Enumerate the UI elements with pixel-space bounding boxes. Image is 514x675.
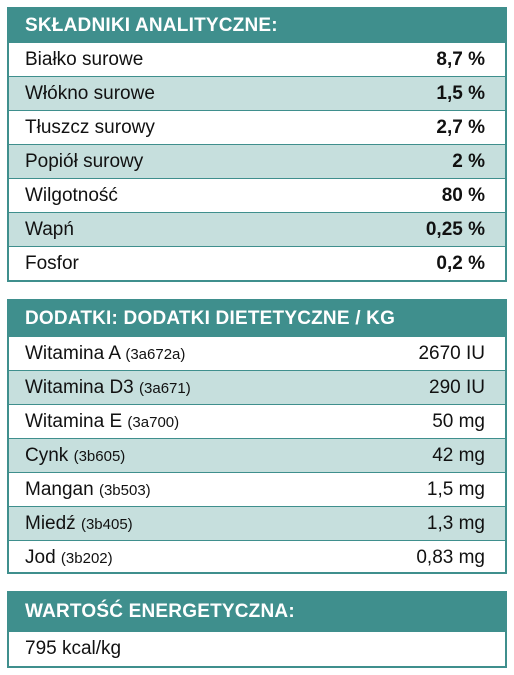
- row-code: (3b202): [60, 549, 113, 567]
- additives-table: DODATKI: DODATKI DIETETYCZNE / KG Witami…: [7, 299, 507, 574]
- row-label: Wilgotność: [25, 184, 118, 206]
- row-label: Cynk (3b605): [25, 445, 125, 467]
- row-value: 1,5 %: [436, 82, 485, 104]
- row-name: Witamina E: [25, 410, 123, 432]
- table-row: Witamina D3 (3a671) 290 IU: [9, 370, 505, 404]
- energy-value-table: WARTOŚĆ ENERGETYCZNA: 795 kcal/kg: [7, 591, 507, 668]
- row-code: (3a672a): [125, 345, 186, 363]
- row-label: Popiół surowy: [25, 150, 144, 172]
- row-name: Cynk: [25, 444, 69, 466]
- table-row: Mangan (3b503) 1,5 mg: [9, 472, 505, 506]
- row-label: Miedź (3b405): [25, 513, 133, 535]
- row-value: 1,5 mg: [426, 478, 485, 500]
- row-code: (3a700): [127, 413, 180, 431]
- row-label: Białko surowe: [25, 48, 144, 70]
- table-row: Tłuszcz surowy 2,7 %: [9, 110, 505, 144]
- row-label: Tłuszcz surowy: [25, 116, 155, 138]
- table-row: Fosfor 0,2 %: [9, 246, 505, 280]
- row-code: (3b605): [73, 447, 126, 465]
- row-label: Włókno surowe: [25, 82, 155, 104]
- row-value: 50 mg: [432, 410, 485, 432]
- table-row: Jod (3b202) 0,83 mg: [9, 540, 505, 574]
- table-row: Białko surowe 8,7 %: [9, 42, 505, 76]
- row-label: Witamina E (3a700): [25, 411, 179, 433]
- energy-value-header: WARTOŚĆ ENERGETYCZNA:: [9, 593, 505, 631]
- row-label: Jod (3b202): [25, 547, 113, 569]
- row-value: 290 IU: [429, 376, 485, 398]
- table-row: Popiół surowy 2 %: [9, 144, 505, 178]
- row-label: Mangan (3b503): [25, 479, 151, 501]
- row-name: Witamina D3: [25, 376, 134, 398]
- row-code: (3b405): [80, 515, 133, 533]
- analytical-components-table: SKŁADNIKI ANALITYCZNE: Białko surowe 8,7…: [7, 7, 507, 282]
- row-label: Witamina A (3a672a): [25, 343, 185, 365]
- row-name: Witamina A: [25, 342, 121, 364]
- table-row: Cynk (3b605) 42 mg: [9, 438, 505, 472]
- row-label: Fosfor: [25, 252, 79, 274]
- row-label: Wapń: [25, 218, 74, 240]
- row-label: Witamina D3 (3a671): [25, 377, 191, 399]
- row-value: 2670 IU: [418, 342, 485, 364]
- row-code: (3a671): [139, 379, 191, 397]
- table-row: Witamina E (3a700) 50 mg: [9, 404, 505, 438]
- row-value: 0,2 %: [436, 252, 485, 274]
- row-value: 0,25 %: [425, 218, 485, 240]
- row-value: 2,7 %: [436, 116, 485, 138]
- table-row: Miedź (3b405) 1,3 mg: [9, 506, 505, 540]
- row-code: (3b503): [98, 481, 151, 499]
- table-row: Wapń 0,25 %: [9, 212, 505, 246]
- energy-value-row: 795 kcal/kg: [9, 631, 505, 666]
- row-name: Miedź: [25, 512, 76, 534]
- row-value: 8,7 %: [436, 48, 485, 70]
- analytical-components-header: SKŁADNIKI ANALITYCZNE:: [9, 9, 505, 42]
- additives-header: DODATKI: DODATKI DIETETYCZNE / KG: [9, 301, 505, 336]
- row-name: Mangan: [25, 478, 94, 500]
- row-value: 80 %: [441, 184, 485, 206]
- row-value: 1,3 mg: [426, 512, 485, 534]
- row-name: Jod: [25, 546, 56, 568]
- table-row: Wilgotność 80 %: [9, 178, 505, 212]
- table-row: Witamina A (3a672a) 2670 IU: [9, 336, 505, 370]
- row-value: 42 mg: [432, 444, 485, 466]
- energy-value: 795 kcal/kg: [25, 638, 122, 659]
- table-row: Włókno surowe 1,5 %: [9, 76, 505, 110]
- row-value: 2 %: [452, 150, 485, 172]
- row-value: 0,83 mg: [416, 546, 485, 568]
